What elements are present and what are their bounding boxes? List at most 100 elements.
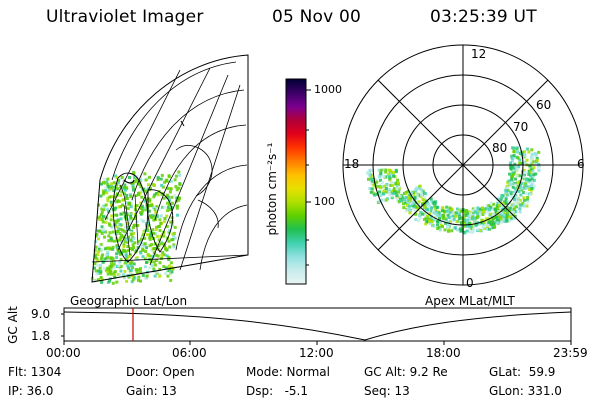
longitude-line: [117, 67, 211, 251]
aurora-pixel: [125, 238, 129, 242]
aurora-pixel: [127, 235, 131, 239]
aurora-pixel: [173, 236, 177, 240]
aurora-pixel: [528, 192, 532, 196]
aurora-pixel: [424, 222, 428, 226]
aurora-pixel: [128, 193, 132, 197]
aurora-pixel: [156, 178, 160, 182]
aurora-pixel: [130, 280, 134, 284]
aurora-pixel: [492, 217, 496, 220]
aurora-pixel: [143, 206, 147, 210]
aurora-pixel: [439, 220, 443, 224]
aurora-pixel: [120, 233, 124, 237]
aurora-pixel: [515, 195, 519, 199]
aurora-pixel: [489, 207, 493, 211]
aurora-pixel: [508, 208, 512, 212]
aurora-pixel: [136, 246, 140, 249]
aurora-pixel: [127, 201, 131, 205]
aurora-pixel: [404, 192, 408, 196]
aurora-pixel: [144, 276, 148, 280]
aurora-pixel: [429, 197, 433, 201]
geographic-map: [90, 54, 249, 285]
aurora-pixel: [146, 254, 150, 258]
aurora-pixel: [104, 203, 108, 207]
aurora-pixel: [416, 206, 420, 210]
aurora-pixel: [524, 171, 527, 174]
mlt-meridian: [377, 79, 549, 251]
aurora-pixel: [518, 198, 522, 202]
aurora-pixel: [134, 194, 138, 198]
aurora-pixel: [122, 243, 126, 247]
aurora-pixel: [491, 226, 495, 230]
coastline: [119, 184, 139, 256]
aurora-pixel: [420, 188, 424, 192]
aurora-pixel: [100, 232, 104, 235]
aurora-pixel: [126, 207, 130, 211]
aurora-pixel: [426, 217, 430, 221]
aurora-pixel: [451, 210, 455, 214]
aurora-pixel: [511, 173, 515, 177]
aurora-pixel: [144, 189, 148, 193]
aurora-pixel: [481, 213, 485, 216]
aurora-pixel: [500, 220, 504, 224]
aurora-pixel: [436, 223, 439, 227]
aurora-pixel: [404, 209, 408, 213]
aurora-pixel: [454, 214, 458, 218]
aurora-pixel: [417, 219, 421, 223]
aurora-pixel: [129, 238, 133, 242]
aurora-pixel: [158, 218, 162, 222]
aurora-pixel: [412, 191, 416, 195]
aurora-pixel: [97, 250, 101, 253]
aurora-pixel: [447, 215, 451, 219]
aurora-pixel: [404, 196, 408, 199]
coastline: [175, 145, 213, 197]
aurora-pixel: [514, 165, 518, 169]
aurora-pixel: [165, 178, 169, 182]
aurora-pixel: [487, 204, 491, 208]
aurora-pixel: [518, 174, 522, 178]
longitude-line: [104, 69, 181, 221]
aurora-pixel: [444, 221, 448, 225]
aurora-pixel: [115, 176, 119, 180]
aurora-pixel: [101, 192, 105, 196]
aurora-pixel: [464, 213, 468, 217]
aurora-pixel: [149, 234, 153, 237]
aurora-pixel: [167, 175, 171, 179]
aurora-pixel: [108, 271, 112, 274]
aurora-pixel: [141, 248, 145, 252]
aurora-pixel: [171, 201, 174, 205]
colorbar-tick-label: 1000: [314, 83, 342, 96]
aurora-pixel: [421, 190, 425, 194]
aurora-pixel: [110, 239, 114, 243]
aurora-pixel: [469, 214, 473, 218]
apex-caption: Apex MLat/MLT: [425, 294, 515, 308]
coastline: [180, 120, 185, 127]
aurora-pixel: [139, 244, 143, 248]
aurora-pixel: [130, 260, 134, 264]
aurora-pixel: [530, 183, 533, 187]
aurora-pixel: [146, 233, 149, 237]
aurora-pixel: [99, 264, 102, 268]
aurora-pixel: [139, 206, 143, 210]
aurora-pixel: [141, 235, 145, 239]
aurora-pixel: [143, 265, 147, 269]
aurora-pixel: [389, 169, 393, 173]
aurora-pixel: [152, 231, 156, 235]
aurora-pixel: [157, 244, 161, 247]
aurora-pixel: [500, 204, 504, 208]
aurora-pixel: [93, 266, 96, 270]
aurora-pixel: [130, 229, 134, 233]
aurora-pixel: [530, 152, 534, 156]
aurora-pixel: [470, 217, 474, 221]
aurora-pixel: [513, 201, 517, 205]
aurora-pixel: [377, 200, 381, 204]
aurora-pixel: [437, 210, 441, 214]
aurora-pixel: [122, 211, 126, 215]
aurora-pixel: [502, 219, 506, 223]
aurora-pixel: [143, 199, 147, 203]
aurora-pixel: [164, 247, 168, 251]
aurora-pixel: [112, 181, 116, 185]
aurora-pixel: [168, 229, 172, 232]
aurora-pixel: [493, 208, 497, 211]
aurora-pixel: [133, 180, 137, 184]
aurora-pixel: [145, 274, 149, 278]
